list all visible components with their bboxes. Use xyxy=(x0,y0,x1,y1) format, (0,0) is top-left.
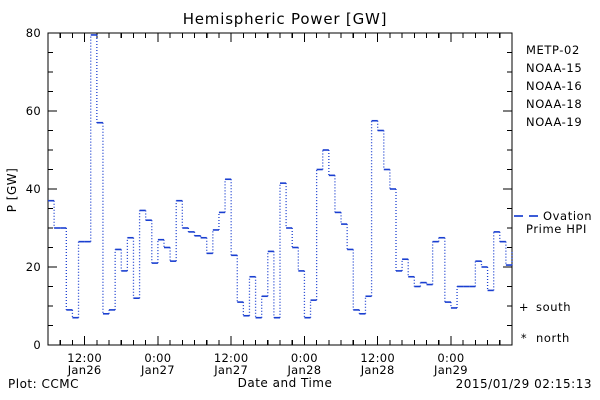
x-tick-label-time: 12:00 xyxy=(67,351,102,365)
y-tick-label: 0 xyxy=(33,338,41,352)
legend-item-noaa-19[interactable]: NOAA-19 xyxy=(526,115,582,129)
legend-satellites: METP-02 NOAA-15 NOAA-16 NOAA-18 NOAA-19 xyxy=(526,43,582,129)
y-axis-label: P [GW] xyxy=(5,168,19,213)
y-axis-ticks: 0 20 40 60 80 xyxy=(26,26,512,352)
y-tick-label: 40 xyxy=(26,182,41,196)
x-tick-label-time: 12:00 xyxy=(214,351,249,365)
legend-item-noaa-18[interactable]: NOAA-18 xyxy=(526,97,582,111)
plot-frame xyxy=(47,32,513,346)
chart-title: Hemispheric Power [GW] xyxy=(183,10,388,28)
legend-item-metp-02[interactable]: METP-02 xyxy=(526,43,580,57)
x-tick-label-date: Jan27 xyxy=(213,363,248,377)
x-tick-label-date: Jan28 xyxy=(360,363,395,377)
legend-marker-label-north: north xyxy=(536,331,570,345)
legend-item-noaa-16[interactable]: NOAA-16 xyxy=(526,79,582,93)
x-tick-label-date: Jan26 xyxy=(67,363,102,377)
legend-item-noaa-15[interactable]: NOAA-15 xyxy=(526,61,582,75)
y-tick-label: 80 xyxy=(26,26,41,40)
x-tick-label-time: 0:00 xyxy=(437,351,464,365)
y-tick-label: 60 xyxy=(26,104,41,118)
data-series-group xyxy=(48,34,513,319)
legend-ovation-line2[interactable]: Prime HPI xyxy=(526,222,587,236)
x-axis-ticks: 12:00Jan260:00Jan2712:00Jan270:00Jan2812… xyxy=(59,33,501,377)
legend-ovation-line1[interactable]: Ovation xyxy=(543,209,592,223)
x-tick-label-time: 12:00 xyxy=(360,351,395,365)
x-tick-label-date: Jan29 xyxy=(433,363,468,377)
x-tick-label-time: 0:00 xyxy=(144,351,171,365)
legend-marker-label-south: south xyxy=(536,300,571,314)
plot-credit: Plot: CCMC xyxy=(8,377,79,391)
x-tick-label-time: 0:00 xyxy=(291,351,318,365)
series-noaa-15 xyxy=(48,34,513,319)
x-axis-label: Date and Time xyxy=(238,376,333,390)
generation-timestamp: 2015/01/29 02:15:13 xyxy=(456,377,592,391)
y-tick-label: 20 xyxy=(26,260,41,274)
legend-marker-symbol-north: * xyxy=(521,331,527,345)
x-tick-label-date: Jan28 xyxy=(286,363,321,377)
legend-marker-symbol-south: + xyxy=(519,300,529,314)
legend-hemisphere-markers: + south * north xyxy=(519,300,571,345)
x-tick-label-date: Jan27 xyxy=(140,363,175,377)
